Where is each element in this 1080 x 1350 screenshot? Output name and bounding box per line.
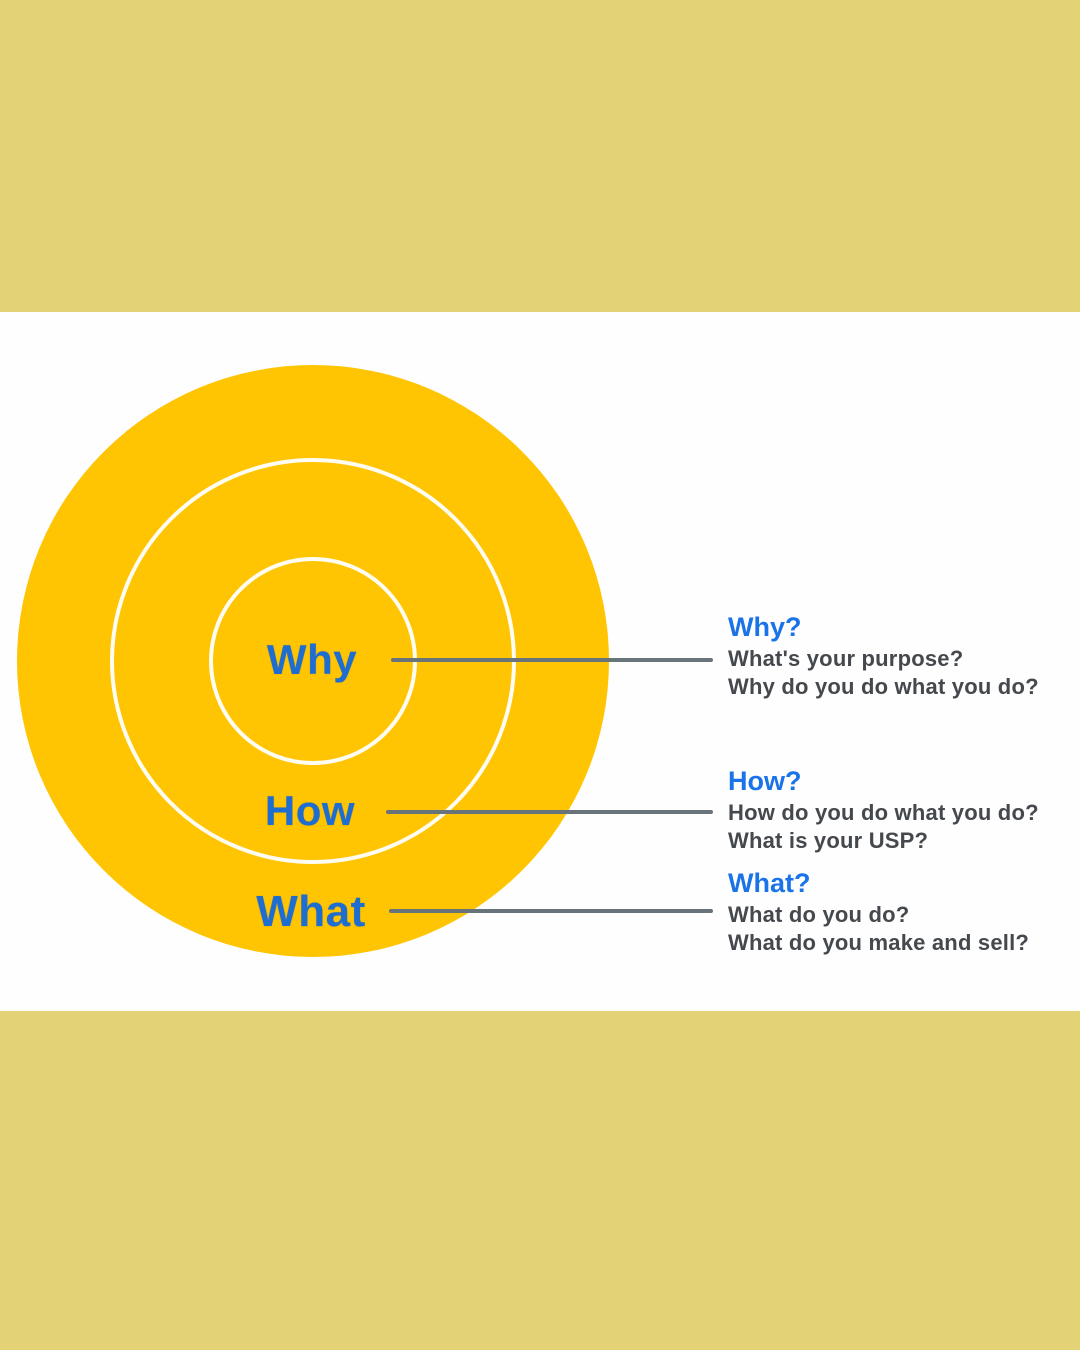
why-annotation-heading: Why? bbox=[728, 612, 802, 642]
what-annotation-block: What? What do you do? What do you make a… bbox=[728, 866, 1068, 956]
what-connector-line bbox=[389, 909, 713, 913]
how-annotation-line-1: How do you do what you do? bbox=[728, 800, 1039, 825]
why-circle-label: Why bbox=[266, 636, 358, 683]
why-annotation-block: Why? What's your purpose? Why do you do … bbox=[728, 610, 1068, 700]
why-connector-line bbox=[391, 658, 713, 662]
how-annotation-line-2: What is your USP? bbox=[728, 827, 929, 853]
how-circle-label: How bbox=[264, 787, 356, 834]
what-annotation-line-1: What do you do? bbox=[728, 902, 910, 927]
how-connector-line bbox=[386, 810, 713, 814]
how-annotation-block: How? How do you do what you do? What is … bbox=[728, 764, 1068, 854]
what-annotation-heading: What? bbox=[728, 868, 811, 898]
why-annotation-line-2: Why do you do what you do? bbox=[728, 673, 1039, 699]
what-circle-label: What bbox=[256, 887, 366, 936]
how-annotation-heading: How? bbox=[728, 766, 802, 796]
what-annotation-line-2: What do you make and sell? bbox=[728, 929, 1030, 955]
why-annotation-line-1: What's your purpose? bbox=[728, 646, 964, 671]
